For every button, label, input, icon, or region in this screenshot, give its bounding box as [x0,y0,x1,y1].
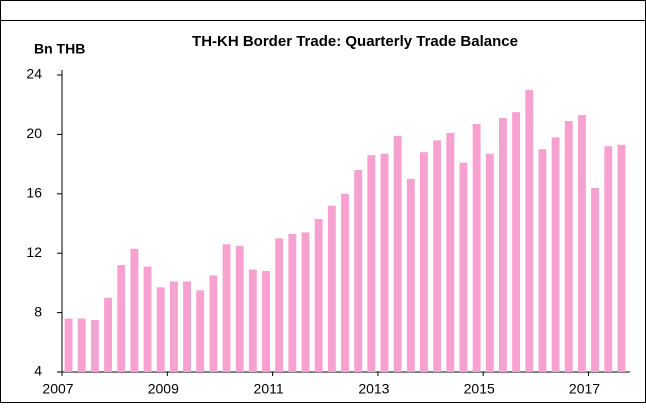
bar [64,318,73,372]
bar [577,115,586,372]
bar [262,271,270,372]
x-tick-label: 2017 [569,381,600,397]
bar [591,187,600,372]
y-tick-label: 16 [26,185,42,201]
bar [564,121,573,372]
bar [156,287,165,372]
bar [248,269,257,372]
bar [472,124,481,372]
y-tick-label: 4 [34,363,42,379]
bar [433,140,442,372]
bar [380,153,389,372]
bar [183,281,191,372]
bar [143,266,152,372]
bar [314,219,323,372]
bar [104,297,113,372]
y-tick-label: 12 [26,244,42,260]
y-tick-label: 8 [34,303,42,319]
bar [275,238,284,372]
bar [617,144,626,372]
bar [301,232,310,372]
x-tick-label: 2009 [148,381,179,397]
bar [525,89,534,372]
x-tick-label: 2015 [464,381,495,397]
bar [222,244,231,372]
bar [169,281,178,372]
bar [406,178,415,372]
bar [90,320,99,372]
bar [117,265,126,372]
chart-title: TH-KH Border Trade: Quarterly Trade Bala… [192,33,518,50]
x-tick-label: 2013 [358,381,389,397]
bar [235,245,244,372]
x-tick-label: 2011 [254,381,284,397]
bar [446,132,455,372]
bar [538,149,547,372]
bar [367,155,376,372]
bar [196,290,205,372]
y-axis-label: Bn THB [34,41,85,57]
bar [393,135,402,372]
bar [288,233,297,372]
bar [209,275,218,372]
y-tick-label: 20 [26,125,42,141]
x-tick-label: 2007 [42,381,73,397]
bar [341,193,349,372]
bar [604,146,613,372]
bar [485,153,494,372]
bar [512,112,521,372]
bar [420,152,428,372]
y-tick-label: 24 [26,66,42,82]
bar [459,162,468,372]
bar [327,205,336,372]
bar [499,118,507,372]
bar [354,170,363,372]
bar [130,248,139,372]
bar [551,137,560,372]
bar [77,318,86,372]
